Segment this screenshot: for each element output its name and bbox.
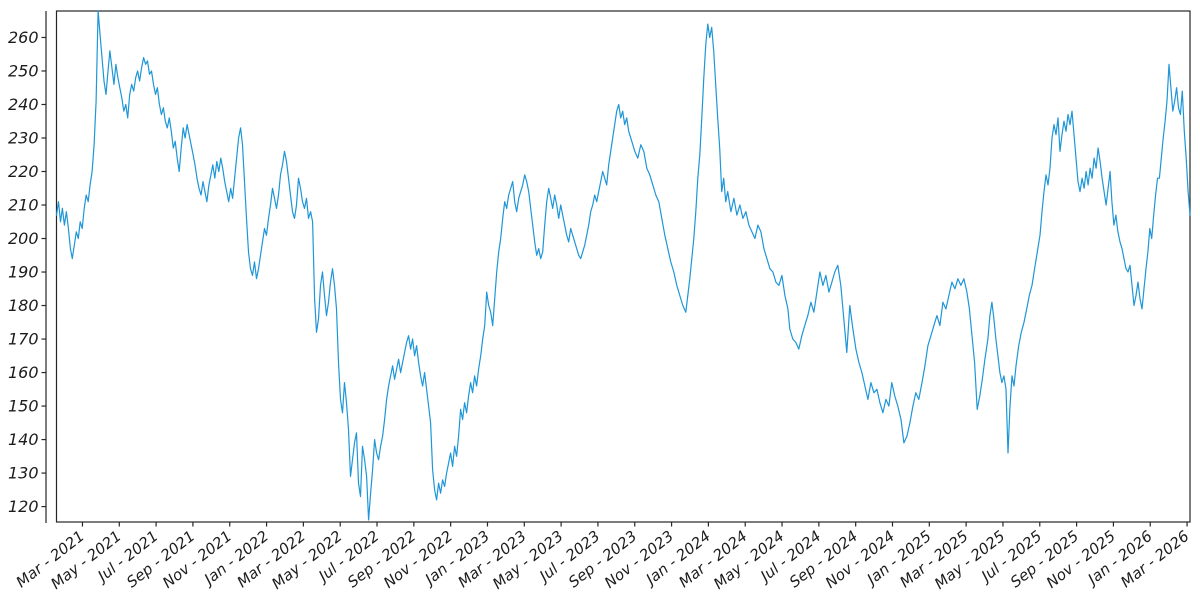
y-tick-label: 200	[8, 229, 39, 248]
y-tick-label: 130	[8, 464, 39, 483]
y-tick-label: 190	[8, 263, 39, 282]
y-tick-label: 120	[8, 497, 39, 516]
y-tick-label: 150	[8, 397, 39, 416]
y-tick-label: 240	[8, 95, 39, 114]
y-tick-label: 180	[8, 296, 39, 315]
y-tick-label: 220	[8, 162, 39, 181]
y-tick-label: 170	[8, 330, 39, 349]
y-tick-label: 260	[8, 28, 39, 47]
y-tick-label: 250	[8, 61, 39, 80]
plot-frame	[55, 10, 1191, 523]
price-line	[55, 10, 1191, 521]
y-tick-label: 210	[8, 196, 39, 215]
y-tick-label: 230	[8, 128, 39, 147]
y-tick-label: 140	[8, 430, 39, 449]
y-tick-label: 160	[8, 363, 39, 382]
